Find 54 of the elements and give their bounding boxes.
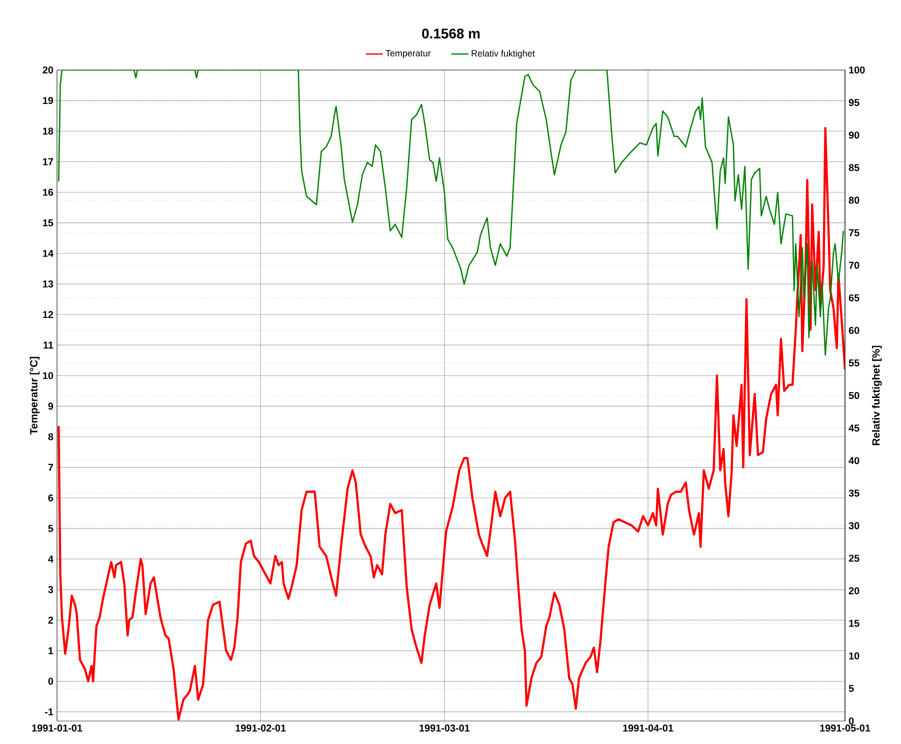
y2-tick-label: 55: [848, 359, 860, 366]
y-tick-label: 20: [42, 66, 54, 74]
y2-tick-label: 95: [848, 99, 860, 106]
y-tick-label: 16: [43, 188, 54, 196]
y2-tick-label: 5: [848, 684, 854, 692]
y-tick-label: 11: [44, 342, 54, 348]
legend-label: Temperatur: [386, 50, 431, 58]
y2-tick-label: 15: [849, 620, 860, 627]
x-tick-label: 1991-05-01: [820, 724, 870, 732]
y2-tick-label: 80: [848, 196, 860, 204]
y-tick-label: 14: [43, 250, 54, 257]
y2-tick-label: 100: [849, 66, 865, 74]
y-tick-label: 9: [48, 402, 54, 410]
y2-tick-label: 65: [848, 294, 860, 302]
y-axis-title: Temperatur [°C]: [30, 356, 40, 435]
y2-tick-label: 30: [848, 522, 860, 530]
y2-tick-label: 50: [848, 392, 860, 400]
y2-tick-label: 60: [848, 326, 860, 334]
y-tick-label: 7: [48, 464, 54, 471]
x-tick-label: 1991-03-01: [420, 724, 470, 732]
y2-axis-title: Relativ fuktighet [%]: [872, 346, 882, 446]
y-tick-label: 3: [48, 586, 54, 594]
x-tick-label: 1991-04-01: [623, 724, 674, 732]
y-tick-label: 0: [48, 678, 54, 685]
y2-tick-label: 75: [848, 229, 860, 236]
y2-tick-label: 90: [848, 132, 860, 139]
y-tick-label: 19: [43, 97, 54, 104]
y2-tick-label: 45: [848, 424, 860, 432]
chart-title: 0.1568 m: [422, 28, 480, 38]
y-tick-label: 10: [43, 372, 54, 380]
y2-tick-label: 35: [848, 490, 860, 497]
y2-tick-label: 25: [848, 554, 860, 562]
y2-tick-label: 10: [849, 652, 860, 660]
y-tick-label: 1: [48, 647, 54, 654]
y-tick-label: 6: [48, 494, 54, 502]
y2-tick-label: 40: [848, 457, 860, 464]
y-tick-label: -1: [45, 708, 54, 716]
y-tick-label: 2: [48, 616, 54, 624]
y-tick-label: 18: [43, 128, 54, 135]
x-tick-label: 1991-01-01: [32, 724, 82, 732]
y-tick-label: 15: [43, 219, 54, 226]
y-tick-label: 13: [43, 280, 54, 288]
line-series: [58, 70, 844, 356]
y-tick-label: 5: [48, 524, 54, 532]
y2-tick-label: 20: [848, 587, 860, 594]
y2-tick-label: 0: [848, 717, 854, 725]
y-tick-label: 8: [48, 433, 54, 440]
y-tick-label: 4: [48, 556, 54, 562]
legend-label: Relativ fuktighet: [472, 50, 535, 58]
y2-tick-label: 85: [848, 164, 860, 172]
x-tick-label: 1991-02-01: [236, 724, 286, 732]
y-tick-label: 12: [43, 311, 54, 318]
y2-tick-label: 70: [848, 262, 860, 269]
y-tick-label: 17: [43, 158, 54, 166]
